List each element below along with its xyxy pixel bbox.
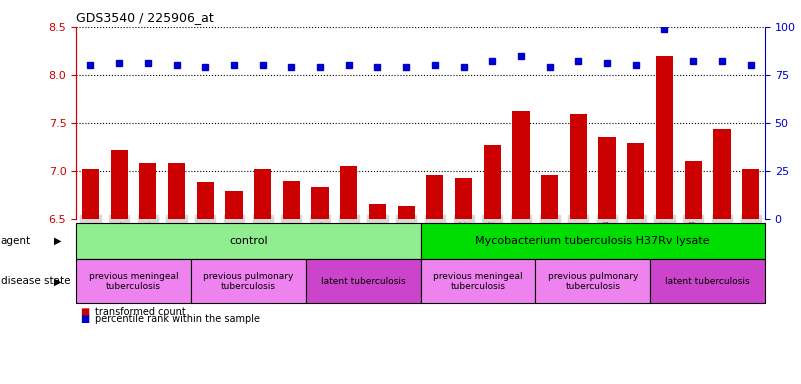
Bar [598,137,616,219]
Bar [742,169,759,219]
Text: ■: ■ [80,307,90,317]
Text: disease state: disease state [1,276,70,286]
Bar [196,182,214,219]
Text: ■: ■ [80,314,90,324]
Bar [283,182,300,219]
Bar [139,163,156,219]
Text: GDS3540 / 225906_at: GDS3540 / 225906_at [76,11,214,24]
Bar [455,178,472,219]
Text: previous meningeal
tuberculosis: previous meningeal tuberculosis [89,271,179,291]
Text: control: control [229,236,268,246]
Bar [397,207,415,219]
Bar [368,204,386,219]
Bar [168,163,185,219]
Text: latent tuberculosis: latent tuberculosis [666,277,750,286]
Text: previous pulmonary
tuberculosis: previous pulmonary tuberculosis [548,271,638,291]
Text: previous meningeal
tuberculosis: previous meningeal tuberculosis [433,271,523,291]
Text: previous pulmonary
tuberculosis: previous pulmonary tuberculosis [203,271,293,291]
Text: percentile rank within the sample: percentile rank within the sample [95,314,260,324]
Bar [685,161,702,219]
Bar [713,129,731,219]
Text: ▶: ▶ [54,276,62,286]
Bar [312,187,328,219]
Bar [111,150,127,219]
Bar [82,169,99,219]
Bar [426,175,444,219]
Bar [513,111,529,219]
Bar [656,56,673,219]
Text: ▶: ▶ [54,236,62,246]
Text: transformed count: transformed count [95,307,185,317]
Bar [541,175,558,219]
Text: Mycobacterium tuberculosis H37Rv lysate: Mycobacterium tuberculosis H37Rv lysate [476,236,710,246]
Bar [225,191,243,219]
Bar [570,114,587,219]
Text: agent: agent [1,236,31,246]
Text: latent tuberculosis: latent tuberculosis [321,277,405,286]
Bar [484,145,501,219]
Bar [340,166,357,219]
Bar [627,143,644,219]
Bar [254,169,272,219]
